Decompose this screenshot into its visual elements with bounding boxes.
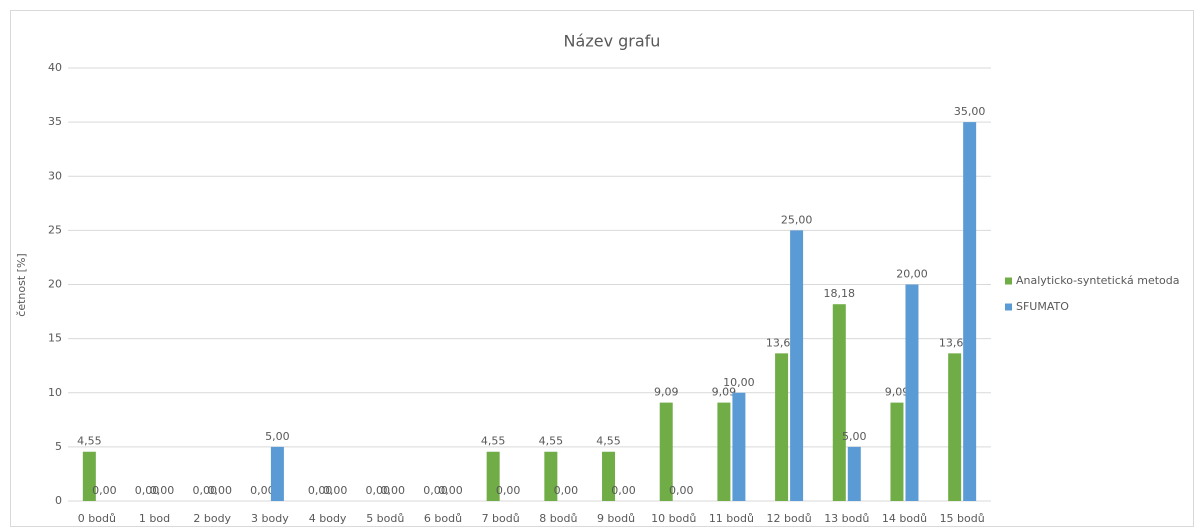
data-label: 0,00 bbox=[150, 484, 175, 497]
data-label: 0,00 bbox=[423, 484, 448, 497]
data-label: 4,55 bbox=[77, 435, 102, 448]
x-tick-label: 2 body bbox=[193, 512, 231, 525]
x-tick-label: 4 body bbox=[309, 512, 347, 525]
bar bbox=[948, 353, 962, 501]
data-label: 0,00 bbox=[207, 484, 232, 497]
data-label: 5,00 bbox=[842, 430, 867, 443]
data-label: 0,00 bbox=[135, 484, 160, 497]
bar bbox=[963, 122, 977, 501]
data-label: 18,18 bbox=[824, 287, 856, 300]
x-tick-label: 8 bodů bbox=[539, 512, 577, 525]
x-tick-label: 5 bodů bbox=[366, 512, 404, 525]
data-label: 0,00 bbox=[250, 484, 275, 497]
data-label: 9,09 bbox=[654, 386, 679, 399]
bar bbox=[790, 230, 804, 501]
bar bbox=[847, 446, 861, 501]
legend-swatch bbox=[1005, 277, 1012, 285]
x-tick-label: 9 bodů bbox=[597, 512, 635, 525]
data-label: 0,00 bbox=[192, 484, 217, 497]
x-tick-label: 3 body bbox=[251, 512, 289, 525]
x-tick-label: 14 bodů bbox=[882, 512, 927, 525]
bar bbox=[717, 402, 731, 501]
y-tick-label: 15 bbox=[48, 332, 62, 345]
data-label: 4,55 bbox=[539, 435, 564, 448]
bar bbox=[905, 284, 919, 501]
data-label: 0,00 bbox=[323, 484, 348, 497]
data-label: 10,00 bbox=[723, 376, 755, 389]
y-tick-label: 25 bbox=[48, 223, 62, 236]
legend-label: Analyticko-syntetická metoda bbox=[1016, 274, 1179, 287]
bar bbox=[775, 353, 789, 501]
bar bbox=[659, 402, 673, 501]
data-label: 0,00 bbox=[669, 484, 694, 497]
data-label: 25,00 bbox=[781, 213, 813, 226]
y-tick-label: 10 bbox=[48, 386, 62, 399]
data-label: 5,00 bbox=[265, 430, 290, 443]
bar bbox=[270, 446, 284, 501]
x-tick-label: 10 bodů bbox=[651, 512, 696, 525]
data-label: 4,55 bbox=[481, 435, 506, 448]
bar bbox=[602, 451, 616, 501]
data-label: 0,00 bbox=[381, 484, 406, 497]
legend-label: SFUMATO bbox=[1016, 300, 1069, 313]
data-label: 9,09 bbox=[712, 386, 737, 399]
x-tick-label: 1 bod bbox=[139, 512, 170, 525]
y-tick-label: 35 bbox=[48, 115, 62, 128]
y-tick-label: 40 bbox=[48, 61, 62, 74]
data-label: 4,55 bbox=[596, 435, 621, 448]
chart-title: Název grafu bbox=[564, 32, 661, 51]
chart-border bbox=[10, 10, 1194, 527]
data-label: 0,00 bbox=[554, 484, 579, 497]
bar bbox=[890, 402, 904, 501]
x-tick-label: 11 bodů bbox=[709, 512, 754, 525]
bar bbox=[832, 304, 846, 501]
data-label: 13,64 bbox=[766, 336, 798, 349]
data-label: 0,00 bbox=[366, 484, 391, 497]
data-label: 0,00 bbox=[308, 484, 333, 497]
y-tick-label: 0 bbox=[55, 494, 62, 507]
x-tick-label: 6 bodů bbox=[424, 512, 462, 525]
data-label: 0,00 bbox=[611, 484, 636, 497]
y-tick-label: 30 bbox=[48, 169, 62, 182]
y-tick-label: 5 bbox=[55, 440, 62, 453]
y-axis-label: četnost [%] bbox=[15, 253, 28, 316]
x-tick-label: 13 bodů bbox=[824, 512, 869, 525]
bar bbox=[486, 451, 500, 501]
data-label: 0,00 bbox=[438, 484, 463, 497]
data-label: 9,09 bbox=[885, 386, 910, 399]
x-tick-label: 15 bodů bbox=[940, 512, 985, 525]
bar bbox=[732, 392, 746, 501]
x-tick-label: 7 bodů bbox=[482, 512, 520, 525]
bar bbox=[82, 451, 96, 501]
data-label: 13,64 bbox=[939, 336, 971, 349]
data-label: 20,00 bbox=[896, 268, 928, 281]
x-tick-label: 0 bodů bbox=[78, 512, 116, 525]
data-label: 0,00 bbox=[496, 484, 521, 497]
y-tick-label: 20 bbox=[48, 278, 62, 291]
data-label: 35,00 bbox=[954, 105, 986, 118]
x-tick-label: 12 bodů bbox=[767, 512, 812, 525]
bar bbox=[544, 451, 558, 501]
legend-swatch bbox=[1005, 303, 1012, 311]
data-label: 0,00 bbox=[92, 484, 117, 497]
